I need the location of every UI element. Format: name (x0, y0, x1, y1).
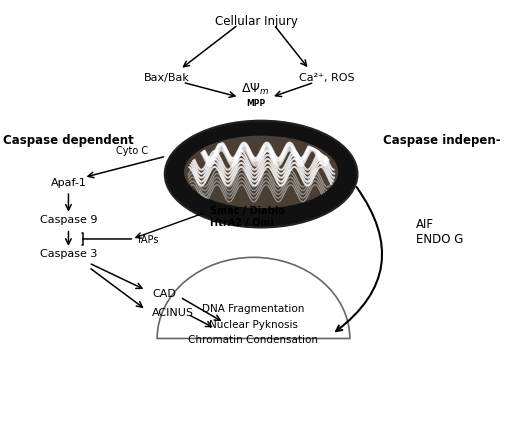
Ellipse shape (184, 136, 338, 209)
Text: Cyto C: Cyto C (116, 146, 148, 155)
Text: Chromatin Condensation: Chromatin Condensation (189, 334, 318, 345)
Text: CAD: CAD (152, 288, 176, 298)
Text: Caspase dependent: Caspase dependent (3, 133, 133, 146)
Ellipse shape (165, 121, 357, 228)
Text: ACINUS: ACINUS (152, 307, 194, 317)
Text: HtrA2 / Omi: HtrA2 / Omi (210, 217, 274, 227)
Text: Apaf-1: Apaf-1 (51, 177, 86, 187)
Text: $\Delta\Psi_m$: $\Delta\Psi_m$ (241, 82, 270, 97)
Text: AIF: AIF (416, 217, 434, 230)
Text: ENDO G: ENDO G (416, 233, 463, 246)
Text: Ca²⁺, ROS: Ca²⁺, ROS (299, 73, 355, 83)
Text: IAPs: IAPs (138, 234, 158, 245)
Text: MPP: MPP (246, 98, 265, 107)
Text: Smac / Diablo: Smac / Diablo (210, 206, 285, 216)
Text: Cellular Injury: Cellular Injury (214, 15, 298, 28)
Text: DNA Fragmentation: DNA Fragmentation (202, 303, 305, 313)
Text: Caspase 3: Caspase 3 (40, 248, 97, 259)
Text: Caspase indepen-: Caspase indepen- (383, 133, 500, 146)
Text: Bax/Bak: Bax/Bak (144, 73, 190, 83)
Text: Caspase 9: Caspase 9 (40, 214, 97, 225)
Text: Nuclear Pyknosis: Nuclear Pyknosis (209, 319, 298, 329)
Wedge shape (157, 258, 350, 339)
